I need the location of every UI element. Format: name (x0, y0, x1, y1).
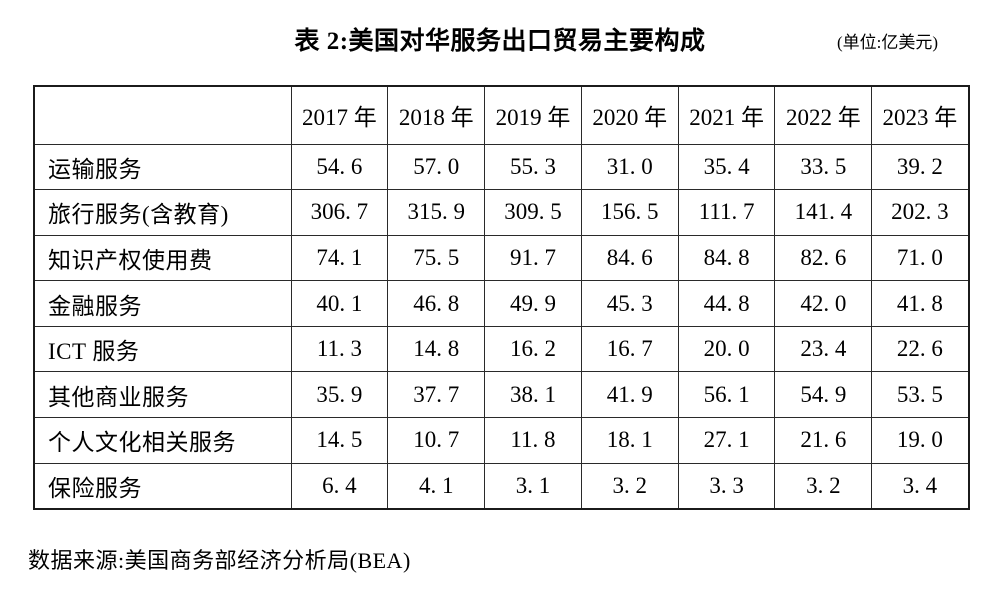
table-cell: 6. 4 (290, 462, 389, 510)
table-cell: 111. 7 (677, 189, 776, 236)
row-label: 运输服务 (33, 143, 292, 191)
table-unit-label: (单位:亿美元) (836, 33, 938, 52)
table-cell: 315. 9 (387, 189, 486, 236)
row-label: 个人文化相关服务 (33, 417, 292, 464)
table-cell: 39. 2 (871, 143, 970, 191)
header-cell-year: 2023 年 (871, 85, 970, 145)
table-cell: 57. 0 (387, 143, 486, 191)
header-cell-year: 2020 年 (580, 85, 679, 145)
table-row: 知识产权使用费 74. 1 75. 5 91. 7 84. 6 84. 8 82… (33, 234, 970, 282)
header-cell-year: 2017 年 (290, 85, 389, 145)
table-cell: 42. 0 (774, 280, 873, 327)
table-cell: 141. 4 (774, 189, 873, 236)
table-cell: 53. 5 (871, 371, 970, 419)
table-cell: 18. 1 (580, 417, 679, 464)
table-cell: 3. 4 (871, 462, 970, 510)
table-cell: 46. 8 (387, 280, 486, 327)
table-cell: 11. 8 (484, 417, 582, 464)
table-cell: 3. 2 (774, 462, 873, 510)
table-cell: 56. 1 (677, 371, 776, 419)
table-cell: 156. 5 (580, 189, 679, 236)
table-cell: 306. 7 (290, 189, 389, 236)
row-label: 旅行服务(含教育) (33, 189, 292, 236)
row-label: 金融服务 (33, 280, 292, 327)
header-cell-year: 2019 年 (484, 85, 582, 145)
table-cell: 20. 0 (677, 325, 776, 373)
table-row: 旅行服务(含教育) 306. 7 315. 9 309. 5 156. 5 11… (33, 189, 970, 236)
table-cell: 3. 1 (484, 462, 582, 510)
table-cell: 22. 6 (871, 325, 970, 373)
header-cell-year: 2021 年 (677, 85, 776, 145)
table-row: 其他商业服务 35. 9 37. 7 38. 1 41. 9 56. 1 54.… (33, 371, 970, 419)
table-cell: 37. 7 (387, 371, 486, 419)
table-cell: 38. 1 (484, 371, 582, 419)
table-cell: 16. 2 (484, 325, 582, 373)
table-cell: 44. 8 (677, 280, 776, 327)
header-cell-blank (33, 85, 292, 145)
table-header: 表 2:美国对华服务出口贸易主要构成 (单位:亿美元) (0, 22, 1000, 62)
table-cell: 33. 5 (774, 143, 873, 191)
table-cell: 11. 3 (290, 325, 389, 373)
table-cell: 4. 1 (387, 462, 486, 510)
table-row: 金融服务 40. 1 46. 8 49. 9 45. 3 44. 8 42. 0… (33, 280, 970, 327)
table-row: ICT 服务 11. 3 14. 8 16. 2 16. 7 20. 0 23.… (33, 325, 970, 373)
table-cell: 54. 9 (774, 371, 873, 419)
table-cell: 54. 6 (290, 143, 389, 191)
table-cell: 10. 7 (387, 417, 486, 464)
table-cell: 41. 8 (871, 280, 970, 327)
header-cell-year: 2018 年 (387, 85, 486, 145)
table-cell: 19. 0 (871, 417, 970, 464)
row-label: ICT 服务 (33, 325, 292, 373)
table-cell: 55. 3 (484, 143, 582, 191)
table-cell: 35. 4 (677, 143, 776, 191)
table-cell: 27. 1 (677, 417, 776, 464)
trade-data-table: 2017 年 2018 年 2019 年 2020 年 2021 年 2022 … (33, 85, 970, 510)
table-cell: 31. 0 (580, 143, 679, 191)
table-cell: 23. 4 (774, 325, 873, 373)
table-cell: 3. 3 (677, 462, 776, 510)
table-cell: 21. 6 (774, 417, 873, 464)
table-cell: 309. 5 (484, 189, 582, 236)
table-row: 运输服务 54. 6 57. 0 55. 3 31. 0 35. 4 33. 5… (33, 143, 970, 191)
table-row: 保险服务 6. 4 4. 1 3. 1 3. 2 3. 3 3. 2 3. 4 (33, 462, 970, 510)
table-cell: 14. 5 (290, 417, 389, 464)
row-label: 知识产权使用费 (33, 234, 292, 282)
table-cell: 45. 3 (580, 280, 679, 327)
data-source-note: 数据来源:美国商务部经济分析局(BEA) (28, 548, 411, 573)
table-cell: 40. 1 (290, 280, 389, 327)
table-cell: 202. 3 (871, 189, 970, 236)
header-cell-year: 2022 年 (774, 85, 873, 145)
table-title: 表 2:美国对华服务出口贸易主要构成 (294, 28, 706, 55)
row-label: 保险服务 (33, 462, 292, 510)
table-cell: 91. 7 (484, 234, 582, 282)
table-cell: 71. 0 (871, 234, 970, 282)
table-cell: 3. 2 (580, 462, 679, 510)
table-row: 个人文化相关服务 14. 5 10. 7 11. 8 18. 1 27. 1 2… (33, 417, 970, 464)
table-cell: 84. 8 (677, 234, 776, 282)
table-cell: 14. 8 (387, 325, 486, 373)
table-cell: 84. 6 (580, 234, 679, 282)
table-cell: 74. 1 (290, 234, 389, 282)
table-cell: 35. 9 (290, 371, 389, 419)
row-label: 其他商业服务 (33, 371, 292, 419)
table-cell: 41. 9 (580, 371, 679, 419)
table-cell: 75. 5 (387, 234, 486, 282)
table-cell: 82. 6 (774, 234, 873, 282)
table-cell: 16. 7 (580, 325, 679, 373)
table-header-row: 2017 年 2018 年 2019 年 2020 年 2021 年 2022 … (33, 85, 970, 145)
table-cell: 49. 9 (484, 280, 582, 327)
